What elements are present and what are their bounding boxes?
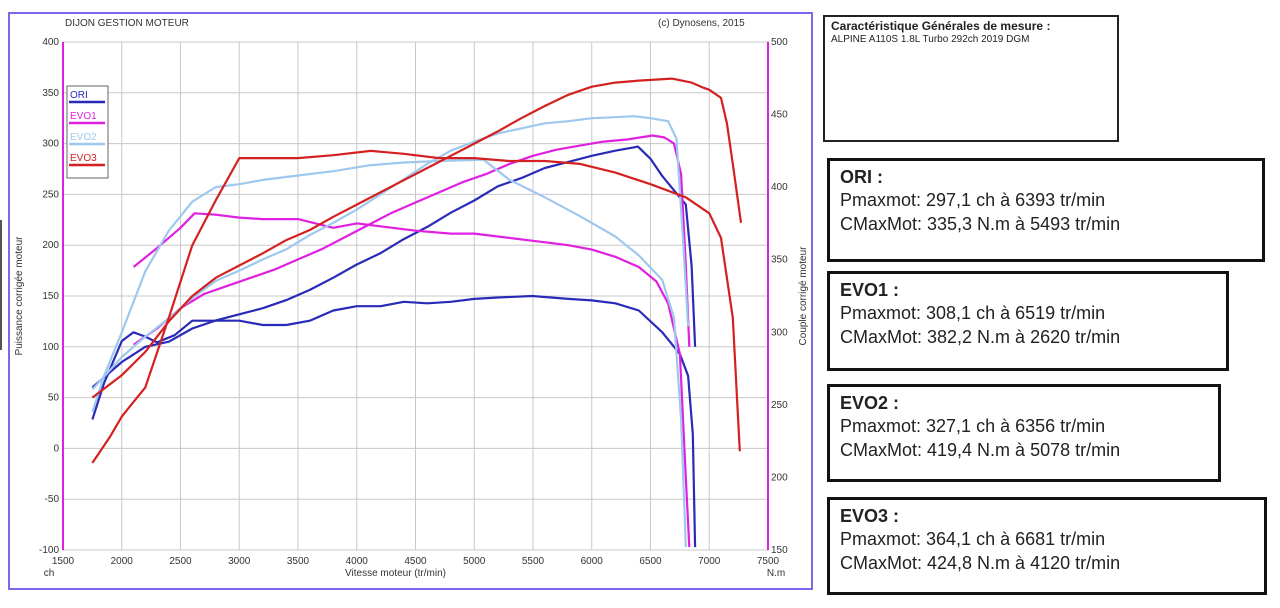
x-tick-label: 7000 <box>698 556 721 567</box>
dyno-chart: DIJON GESTION MOTEUR (c) Dynosens, 2015 … <box>8 12 813 590</box>
unit-left-label: ch <box>44 568 55 579</box>
x-tick-label: 3000 <box>228 556 251 567</box>
legend-label: EVO3 <box>70 153 97 164</box>
info-title: Caractéristique Générales de mesure : <box>831 19 1051 33</box>
x-axis-label: Vitesse moteur (tr/min) <box>345 568 446 579</box>
y-right-tick-label: 300 <box>771 327 788 338</box>
x-tick-label: 1500 <box>52 556 75 567</box>
power-curve-evo1 <box>132 134 691 347</box>
y-left-axis-label: Puissance corrigée moteur <box>14 236 25 356</box>
run-box-ori: ORI : Pmaxmot: 297,1 ch à 6393 tr/min CM… <box>827 158 1265 262</box>
run-name: ORI : <box>840 167 883 187</box>
y-left-tick-label: -50 <box>45 494 60 505</box>
y-left-tick-label: 400 <box>42 37 59 48</box>
left-edge-mark <box>0 220 2 350</box>
legend-label: ORI <box>70 90 88 101</box>
x-tick-label: 2500 <box>169 556 192 567</box>
legend-label: EVO1 <box>70 111 97 122</box>
y-left-tick-label: 250 <box>42 189 59 200</box>
y-right-tick-label: 400 <box>771 182 788 193</box>
power-curve-evo3 <box>91 77 743 399</box>
x-tick-label: 6500 <box>639 556 662 567</box>
run-torque: CMaxMot: 424,8 N.m à 4120 tr/min <box>840 553 1121 573</box>
torque-curve-evo1 <box>132 212 691 548</box>
run-power: Pmaxmot: 297,1 ch à 6393 tr/min <box>840 190 1106 210</box>
run-box-evo1: EVO1 : Pmaxmot: 308,1 ch à 6519 tr/min C… <box>827 271 1229 371</box>
y-left-tick-label: 150 <box>42 291 59 302</box>
y-right-tick-label: 350 <box>771 255 788 266</box>
info-line: ALPINE A110S 1.8L Turbo 292ch 2019 DGM <box>831 34 1030 45</box>
x-tick-label: 6000 <box>581 556 604 567</box>
run-power: Pmaxmot: 308,1 ch à 6519 tr/min <box>840 303 1106 323</box>
x-tick-label: 7500 <box>757 556 780 567</box>
y-right-tick-label: 200 <box>771 472 788 483</box>
y-left-tick-label: -100 <box>39 545 59 556</box>
y-left-tick-label: 100 <box>42 342 59 353</box>
run-torque: CMaxMot: 382,2 N.m à 2620 tr/min <box>840 327 1121 347</box>
run-box-evo3: EVO3 : Pmaxmot: 364,1 ch à 6681 tr/min C… <box>827 497 1267 595</box>
run-power: Pmaxmot: 327,1 ch à 6356 tr/min <box>840 416 1106 436</box>
run-torque: CMaxMot: 335,3 N.m à 5493 tr/min <box>840 214 1121 234</box>
x-tick-label: 5500 <box>522 556 545 567</box>
run-name: EVO1 : <box>840 280 900 300</box>
x-tick-label: 4500 <box>404 556 427 567</box>
run-power: Pmaxmot: 364,1 ch à 6681 tr/min <box>840 529 1106 549</box>
y-right-tick-label: 150 <box>771 545 788 556</box>
unit-right-label: N.m <box>767 568 785 579</box>
x-tick-label: 5000 <box>463 556 486 567</box>
y-right-tick-label: 450 <box>771 110 788 121</box>
measurement-info-box: Caractéristique Générales de mesure : AL… <box>823 15 1119 142</box>
chart-header-right: (c) Dynosens, 2015 <box>658 18 745 29</box>
y-left-tick-label: 200 <box>42 240 59 251</box>
run-box-evo2: EVO2 : Pmaxmot: 327,1 ch à 6356 tr/min C… <box>827 384 1221 482</box>
chart-header-left: DIJON GESTION MOTEUR <box>65 18 189 29</box>
y-left-tick-label: 350 <box>42 88 59 99</box>
torque-curve-evo3 <box>91 149 741 464</box>
run-torque: CMaxMot: 419,4 N.m à 5078 tr/min <box>840 440 1121 460</box>
y-right-tick-label: 500 <box>771 37 788 48</box>
y-left-tick-label: 0 <box>53 443 59 454</box>
torque-curve-evo2 <box>91 158 687 548</box>
y-right-axis-label: Couple corrigé moteur <box>798 246 809 346</box>
run-name: EVO2 : <box>840 393 900 413</box>
y-left-tick-label: 50 <box>48 393 60 404</box>
x-tick-label: 2000 <box>111 556 134 567</box>
y-right-tick-label: 250 <box>771 400 788 411</box>
x-tick-label: 4000 <box>346 556 369 567</box>
y-left-tick-label: 300 <box>42 139 59 150</box>
run-name: EVO3 : <box>840 506 900 526</box>
legend-label: EVO2 <box>70 132 97 143</box>
chart-svg: 1500 2000 2500 3000 3500 4000 4500 5000 5500 6000… <box>14 37 809 579</box>
power-curve-evo2 <box>91 115 690 391</box>
x-tick-label: 3500 <box>287 556 310 567</box>
torque-curve-ori <box>91 294 697 548</box>
